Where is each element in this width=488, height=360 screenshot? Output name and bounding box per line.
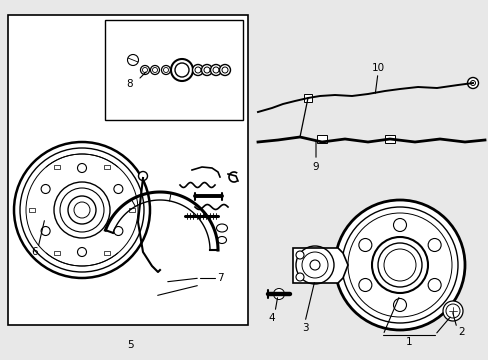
Circle shape bbox=[192, 64, 203, 76]
Circle shape bbox=[393, 298, 406, 311]
Circle shape bbox=[334, 200, 464, 330]
Text: 3: 3 bbox=[301, 323, 307, 333]
Bar bbox=[54, 165, 60, 169]
Circle shape bbox=[467, 77, 478, 89]
Circle shape bbox=[41, 226, 50, 235]
Text: 9: 9 bbox=[312, 162, 319, 172]
Circle shape bbox=[114, 226, 122, 235]
Circle shape bbox=[138, 171, 147, 180]
Circle shape bbox=[41, 185, 50, 194]
Bar bbox=[104, 165, 110, 169]
Circle shape bbox=[358, 279, 371, 292]
Text: 8: 8 bbox=[126, 79, 133, 89]
Polygon shape bbox=[292, 248, 347, 283]
Circle shape bbox=[219, 64, 230, 76]
Circle shape bbox=[358, 239, 371, 252]
Text: 10: 10 bbox=[371, 63, 384, 73]
Ellipse shape bbox=[217, 237, 226, 243]
Circle shape bbox=[295, 273, 304, 281]
Text: 6: 6 bbox=[32, 247, 38, 257]
Circle shape bbox=[427, 238, 440, 252]
Bar bbox=[304, 94, 311, 102]
Circle shape bbox=[393, 219, 406, 231]
Circle shape bbox=[371, 237, 427, 293]
Circle shape bbox=[309, 260, 319, 270]
Text: 2: 2 bbox=[458, 327, 465, 337]
Text: 4: 4 bbox=[268, 313, 275, 323]
Circle shape bbox=[427, 279, 440, 292]
Bar bbox=[316, 135, 326, 143]
Circle shape bbox=[161, 66, 170, 75]
Ellipse shape bbox=[216, 224, 227, 232]
Text: 1: 1 bbox=[405, 337, 411, 347]
Circle shape bbox=[150, 66, 159, 75]
Circle shape bbox=[442, 301, 462, 321]
Circle shape bbox=[127, 54, 138, 66]
Circle shape bbox=[210, 64, 221, 76]
Bar bbox=[384, 135, 394, 143]
Circle shape bbox=[171, 59, 193, 81]
Bar bbox=[129, 208, 135, 212]
Text: 7: 7 bbox=[216, 273, 223, 283]
Circle shape bbox=[201, 64, 212, 76]
Bar bbox=[104, 251, 110, 255]
Bar bbox=[29, 208, 35, 212]
Bar bbox=[105, 20, 243, 120]
Circle shape bbox=[114, 184, 122, 194]
Circle shape bbox=[77, 248, 86, 257]
Circle shape bbox=[77, 163, 86, 172]
Circle shape bbox=[140, 66, 149, 75]
Circle shape bbox=[68, 196, 96, 224]
Circle shape bbox=[273, 288, 284, 300]
Circle shape bbox=[295, 251, 304, 259]
Circle shape bbox=[14, 142, 150, 278]
Bar bbox=[54, 251, 60, 255]
Text: 5: 5 bbox=[126, 340, 133, 350]
Bar bbox=[8, 15, 247, 325]
